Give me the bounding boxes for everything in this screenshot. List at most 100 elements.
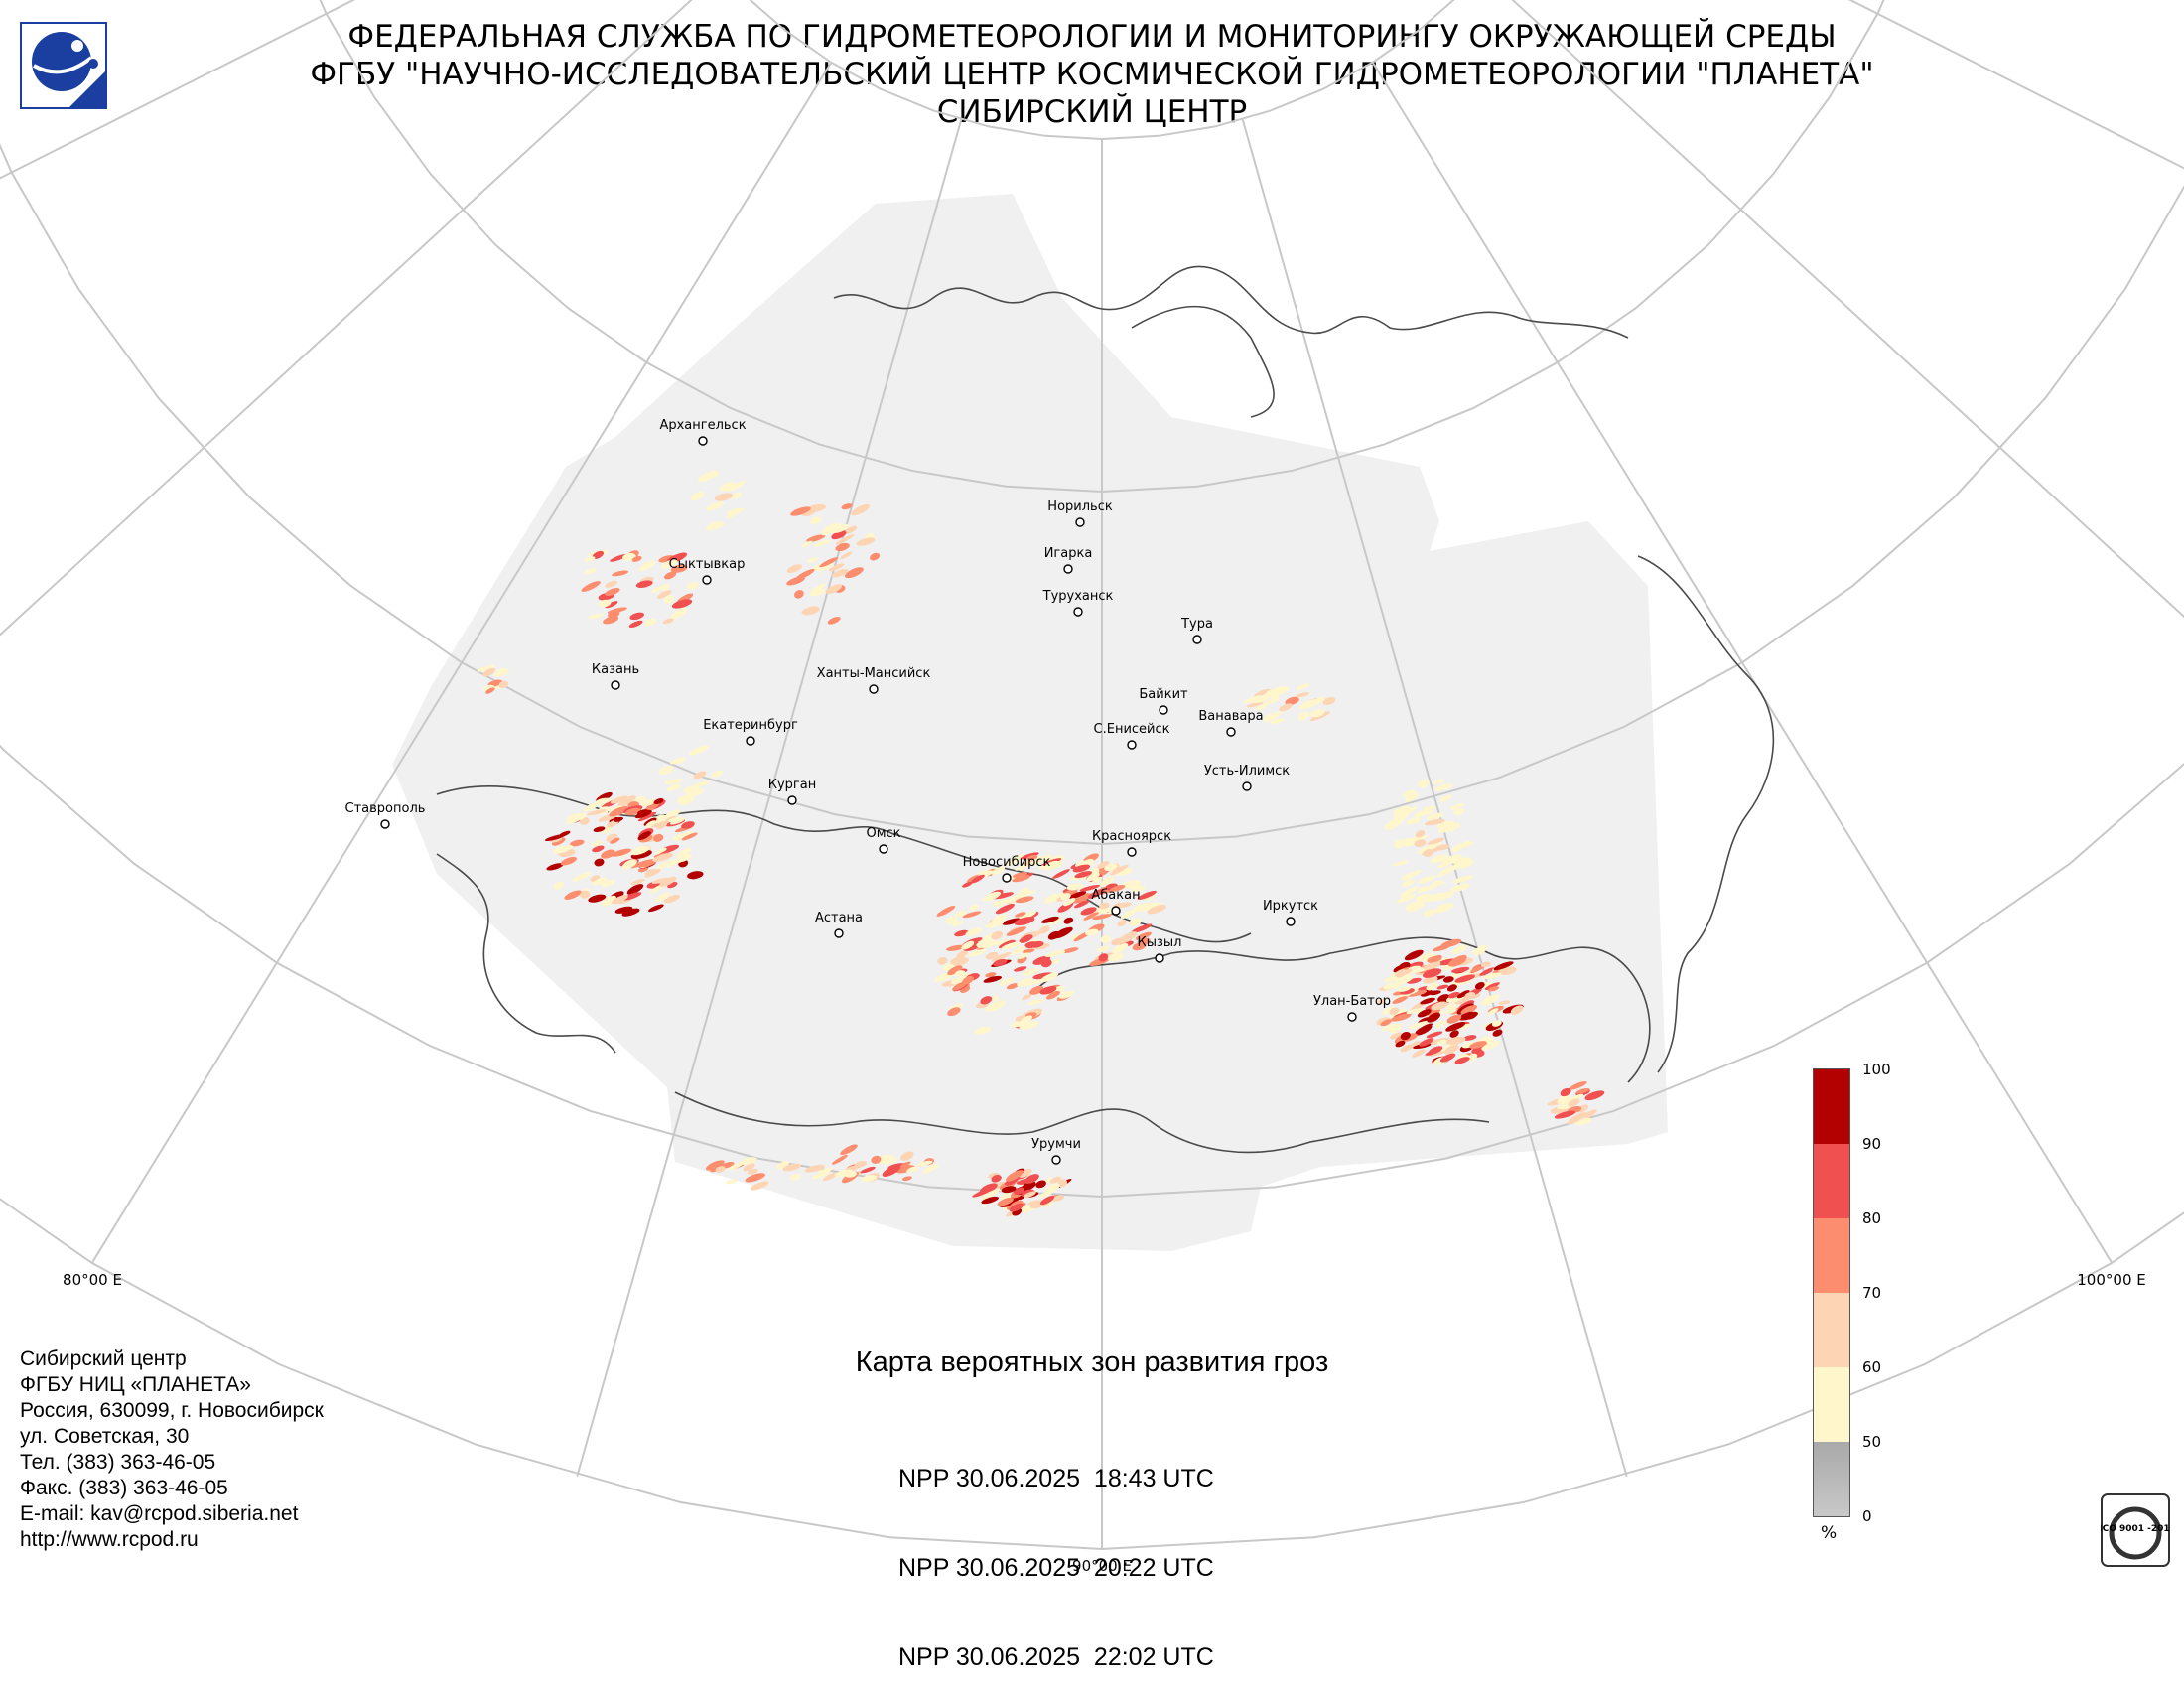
storm-cell: [1026, 854, 1038, 861]
storm-cell: [992, 892, 1014, 900]
storm-cell: [995, 903, 1015, 915]
city-label: Игарка: [1044, 546, 1093, 561]
storm-cell: [715, 1166, 726, 1173]
storm-cell: [637, 811, 657, 822]
storm-cell: [1006, 926, 1026, 936]
city-marker: [879, 844, 888, 854]
storm-cell: [1019, 911, 1037, 920]
storm-cell: [1012, 872, 1028, 878]
storm-cell: [1072, 864, 1091, 873]
storm-cell: [1460, 840, 1472, 848]
storm-cell: [1469, 1041, 1487, 1049]
contact-email[interactable]: E-mail: kav@rcpod.siberia.net: [20, 1502, 299, 1525]
storm-cell: [1046, 862, 1064, 871]
storm-cell: [809, 588, 826, 597]
storm-cell: [1279, 703, 1293, 712]
header-line-2: ФГБУ "НАУЧНО-ИССЛЕДОВАТЕЛЬСКИЙ ЦЕНТР КОС…: [310, 57, 1874, 92]
storm-cell: [1099, 902, 1110, 910]
meridian-line: [0, 0, 356, 180]
storm-cell: [609, 806, 626, 817]
storm-cell: [688, 788, 704, 796]
storm-cell: [1437, 903, 1454, 912]
legend-tick-70: 70: [1862, 1284, 1882, 1302]
storm-cell: [1107, 952, 1124, 962]
city-marker: [1051, 1155, 1061, 1165]
storm-cell: [1401, 968, 1413, 975]
city-marker: [1242, 781, 1252, 791]
storm-cell: [1006, 1170, 1024, 1182]
storm-cell: [629, 612, 644, 621]
storm-cell: [1565, 1093, 1584, 1104]
storm-cell: [1037, 854, 1051, 863]
city-marker: [698, 436, 708, 446]
contact-website[interactable]: http://www.rcpod.ru: [20, 1528, 199, 1551]
storm-cell: [809, 516, 822, 524]
city-marker: [1155, 953, 1164, 963]
city-label: Улан-Батор: [1313, 994, 1391, 1009]
legend-swatch-50-60: [1814, 1367, 1849, 1442]
storm-cell: [835, 534, 855, 545]
storm-cell: [1144, 894, 1156, 902]
city-marker: [1002, 873, 1012, 883]
storm-cell: [883, 1157, 897, 1165]
storm-cell: [671, 599, 693, 609]
storm-cell: [1032, 972, 1054, 980]
legend-swatch-80-90: [1814, 1144, 1849, 1218]
storm-cell: [1009, 1203, 1024, 1212]
storm-cell: [1137, 890, 1157, 900]
storm-cell: [1032, 955, 1051, 965]
storm-cell: [653, 798, 664, 804]
storm-cell: [1442, 854, 1462, 865]
storm-cell: [601, 895, 616, 907]
legend-tick-50: 50: [1862, 1433, 1882, 1451]
storm-cell: [844, 1171, 858, 1178]
storm-cell: [1014, 1187, 1024, 1195]
storm-cell: [840, 551, 853, 560]
storm-cell: [1024, 1174, 1039, 1184]
storm-cell: [954, 910, 967, 918]
city-label: Ханты-Мансийск: [817, 666, 931, 681]
storm-cell: [1425, 894, 1442, 903]
storm-cell: [793, 590, 804, 599]
storm-cell: [952, 981, 968, 991]
storm-cell: [1133, 903, 1155, 912]
storm-cell: [1452, 875, 1473, 884]
storm-cell: [665, 809, 681, 818]
storm-cell: [1022, 1181, 1036, 1191]
storm-cell: [1380, 1019, 1392, 1027]
storm-cell: [1019, 934, 1033, 943]
storm-cell: [1376, 998, 1387, 1006]
storm-cell: [991, 1174, 1002, 1183]
storm-cell: [947, 965, 963, 976]
storm-cell: [652, 853, 674, 863]
storm-cell: [1404, 949, 1424, 961]
storm-cell: [1459, 1023, 1472, 1030]
storm-cell: [972, 1188, 993, 1198]
storm-cell: [714, 493, 734, 501]
storm-cell: [598, 599, 612, 608]
city-label: Красноярск: [1092, 829, 1171, 844]
storm-cell: [630, 845, 650, 856]
storm-cell: [790, 506, 811, 516]
storm-cell: [1083, 912, 1099, 921]
storm-cell: [626, 884, 644, 895]
storm-cell: [1448, 954, 1467, 967]
city-marker: [1063, 564, 1073, 574]
storm-cell: [1463, 1035, 1477, 1041]
storm-cell: [655, 892, 670, 902]
storm-cell: [1557, 1097, 1569, 1105]
storm-cell: [1481, 1041, 1501, 1051]
storm-cell: [1118, 931, 1138, 944]
storm-cell: [1011, 945, 1026, 955]
storm-cell: [592, 845, 605, 853]
storm-cell: [1464, 991, 1476, 1000]
storm-cell: [1079, 885, 1101, 892]
storm-cell: [1420, 885, 1436, 892]
storm-cell: [1015, 896, 1034, 904]
storm-cell: [1018, 890, 1036, 897]
iso-certificate-icon: ИСО 9001 -2015: [2101, 1493, 2170, 1567]
city-label: Тура: [1180, 617, 1213, 632]
storm-cell: [1487, 986, 1500, 992]
storm-cell: [669, 757, 684, 765]
storm-cell: [1131, 923, 1153, 933]
